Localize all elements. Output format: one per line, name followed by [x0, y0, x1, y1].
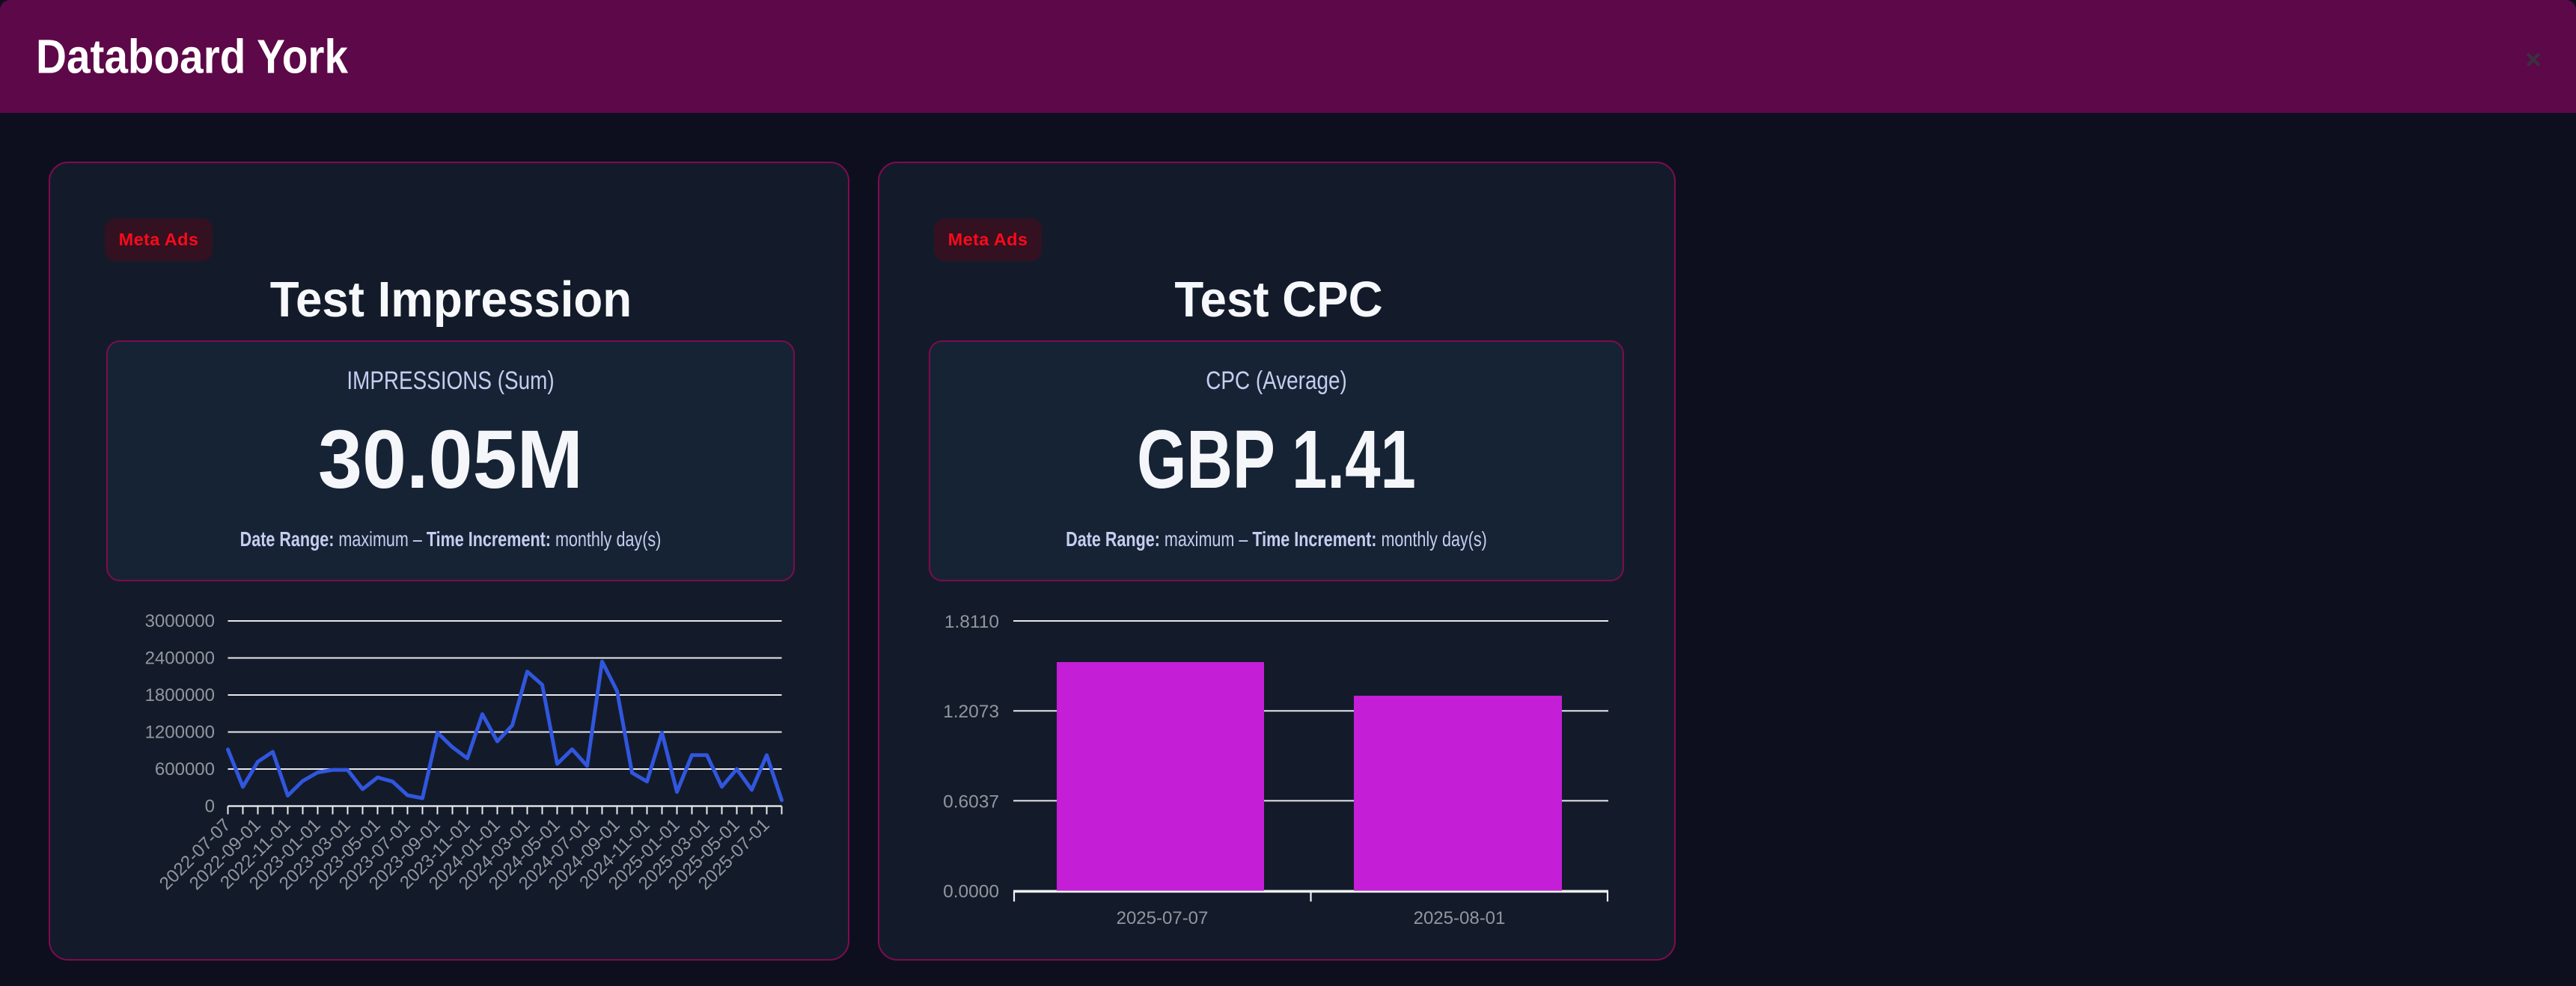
svg-text:0: 0 — [205, 797, 215, 817]
svg-text:3000000: 3000000 — [145, 611, 215, 631]
svg-text:2400000: 2400000 — [145, 649, 215, 669]
svg-text:0.0000: 0.0000 — [943, 882, 999, 902]
svg-text:2025-07-07: 2025-07-07 — [1117, 908, 1209, 928]
svg-text:2025-08-01: 2025-08-01 — [1414, 908, 1506, 928]
svg-text:1200000: 1200000 — [145, 723, 215, 743]
svg-text:600000: 600000 — [155, 759, 215, 780]
svg-text:1800000: 1800000 — [145, 685, 215, 705]
svg-text:0.6037: 0.6037 — [943, 791, 999, 812]
svg-text:1.8110: 1.8110 — [944, 612, 999, 632]
svg-text:1.2073: 1.2073 — [943, 702, 999, 722]
